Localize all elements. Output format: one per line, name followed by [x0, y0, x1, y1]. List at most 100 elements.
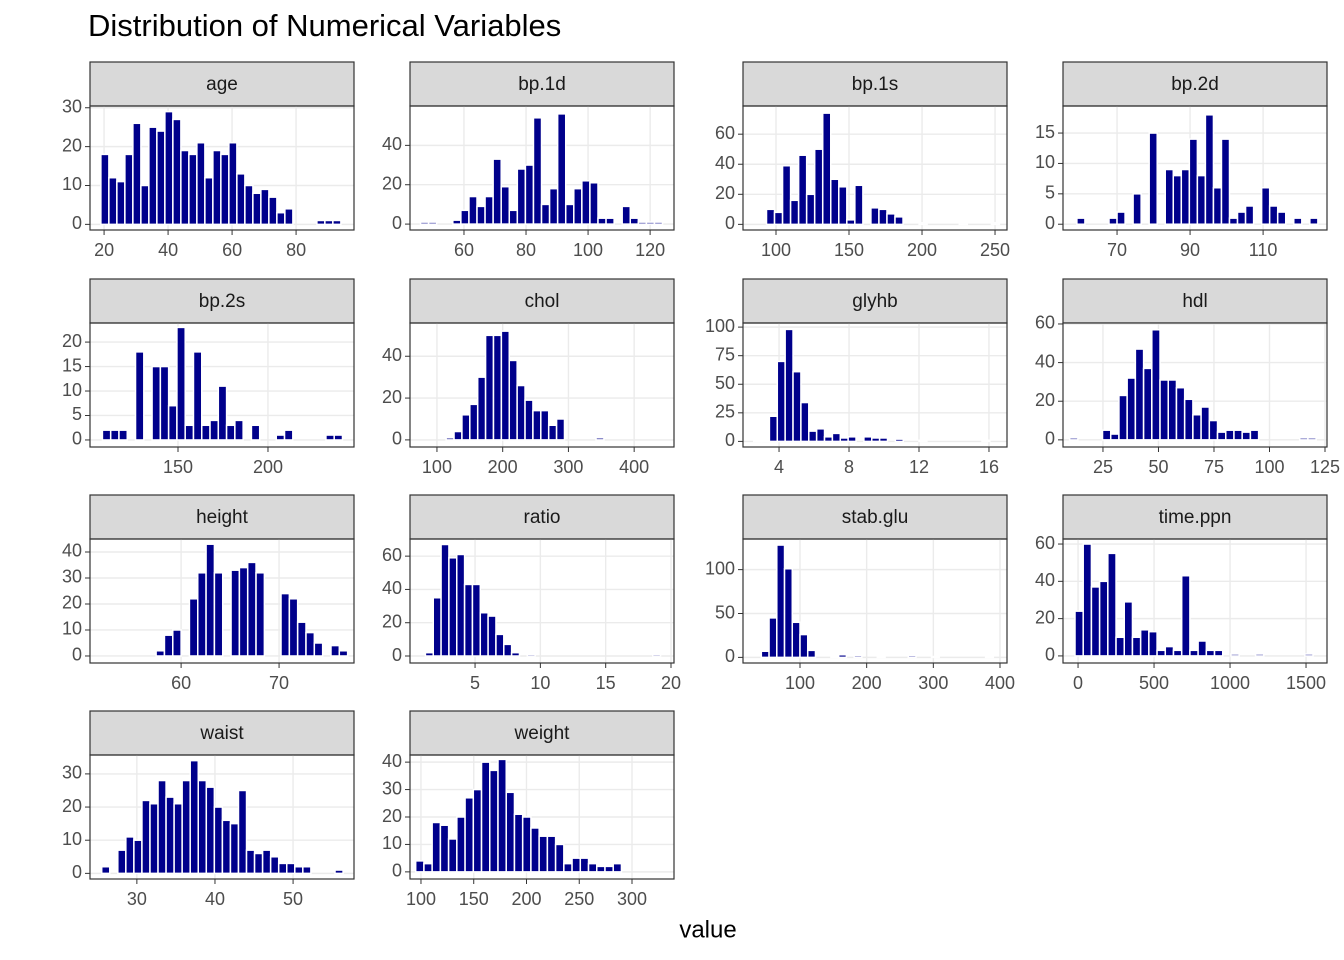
y-tick-label: 30 — [62, 96, 82, 116]
x-tick-label: 50 — [283, 889, 303, 909]
bar — [629, 217, 640, 225]
bar — [288, 598, 299, 657]
y-tick-label: 10 — [382, 833, 402, 853]
bar — [432, 597, 442, 657]
bar — [151, 365, 162, 441]
bar — [324, 219, 334, 226]
x-tick-label: 120 — [635, 240, 665, 260]
bar — [1132, 193, 1142, 225]
bar — [1276, 211, 1287, 225]
bar — [495, 633, 505, 657]
bar — [165, 796, 175, 875]
x-tick-label: 100 — [1254, 457, 1284, 477]
bar — [1148, 132, 1158, 225]
bar — [1115, 636, 1126, 657]
bar — [204, 176, 214, 226]
y-tick-label: 10 — [62, 174, 82, 194]
bar — [513, 813, 524, 873]
y-tick-label: 20 — [62, 331, 82, 351]
bar — [334, 869, 344, 875]
y-tick-label: 0 — [725, 646, 735, 666]
y-tick-label: 60 — [382, 545, 402, 565]
bar — [1180, 574, 1191, 657]
strip-label: hdl — [1182, 291, 1207, 312]
x-tick-label: 4 — [774, 457, 784, 477]
bar — [837, 654, 848, 659]
x-tick-label: 200 — [488, 457, 518, 477]
x-tick-label: 200 — [511, 889, 541, 909]
bar — [532, 409, 542, 441]
bar — [100, 865, 111, 875]
x-tick-label: 80 — [286, 240, 306, 260]
bar — [447, 838, 458, 873]
strip-label: height — [196, 507, 248, 528]
bar — [237, 789, 248, 875]
bar — [521, 816, 532, 873]
strip — [742, 278, 1008, 324]
y-tick-label: 0 — [392, 213, 402, 233]
bar — [453, 430, 463, 441]
bar — [548, 187, 559, 225]
y-tick-label: 20 — [1035, 607, 1055, 627]
bar — [250, 424, 261, 441]
bar — [269, 856, 280, 875]
bar — [605, 217, 615, 225]
bar — [958, 222, 969, 226]
strip-label: time.ppn — [1159, 507, 1232, 528]
bar — [277, 862, 288, 875]
bar — [813, 148, 824, 226]
bar — [540, 409, 550, 441]
y-tick-label: 0 — [72, 862, 82, 882]
x-tick-label: 300 — [617, 889, 647, 909]
panel-border — [89, 754, 355, 880]
x-tick-label: 20 — [661, 673, 681, 693]
bar — [280, 592, 291, 657]
bar — [255, 572, 266, 657]
bar — [596, 865, 606, 873]
strip-label: age — [206, 74, 238, 95]
bar — [1188, 138, 1199, 225]
bar — [526, 653, 536, 657]
bar — [163, 634, 174, 657]
x-tick-label: 100 — [573, 240, 603, 260]
y-tick-label: 10 — [62, 829, 82, 849]
bar — [316, 219, 326, 226]
bar — [140, 184, 150, 226]
y-tick-label: 0 — [392, 645, 402, 665]
bar — [1156, 649, 1167, 657]
bar — [564, 203, 575, 225]
bar — [1309, 217, 1319, 225]
strip-label: weight — [514, 723, 571, 744]
bar — [1142, 367, 1153, 441]
bar — [1241, 431, 1252, 441]
y-tick-label: 10 — [62, 619, 82, 639]
bar — [213, 806, 224, 875]
strip — [409, 278, 675, 324]
strip — [89, 494, 355, 540]
x-tick-label: 90 — [1180, 240, 1200, 260]
bar — [149, 802, 159, 875]
bar — [180, 149, 190, 226]
bar — [508, 359, 518, 441]
bar — [124, 153, 134, 226]
bar — [1260, 187, 1271, 225]
x-tick-label: 150 — [163, 457, 193, 477]
y-tick-label: 75 — [715, 344, 735, 364]
bar — [101, 429, 112, 441]
bar — [1116, 211, 1126, 225]
bar — [546, 835, 557, 873]
chart-title: Distribution of Numerical Variables — [88, 8, 561, 43]
bar — [500, 185, 511, 225]
x-tick-label: 12 — [909, 457, 929, 477]
bar — [768, 415, 779, 443]
bar — [581, 180, 591, 225]
bar — [886, 213, 896, 226]
bar — [132, 122, 142, 226]
y-tick-label: 30 — [62, 567, 82, 587]
bar — [556, 113, 567, 225]
bar — [1167, 379, 1178, 441]
bar — [472, 788, 483, 873]
bar — [456, 816, 466, 873]
y-tick-label: 60 — [1035, 533, 1055, 553]
y-tick-label: 15 — [1035, 122, 1055, 142]
